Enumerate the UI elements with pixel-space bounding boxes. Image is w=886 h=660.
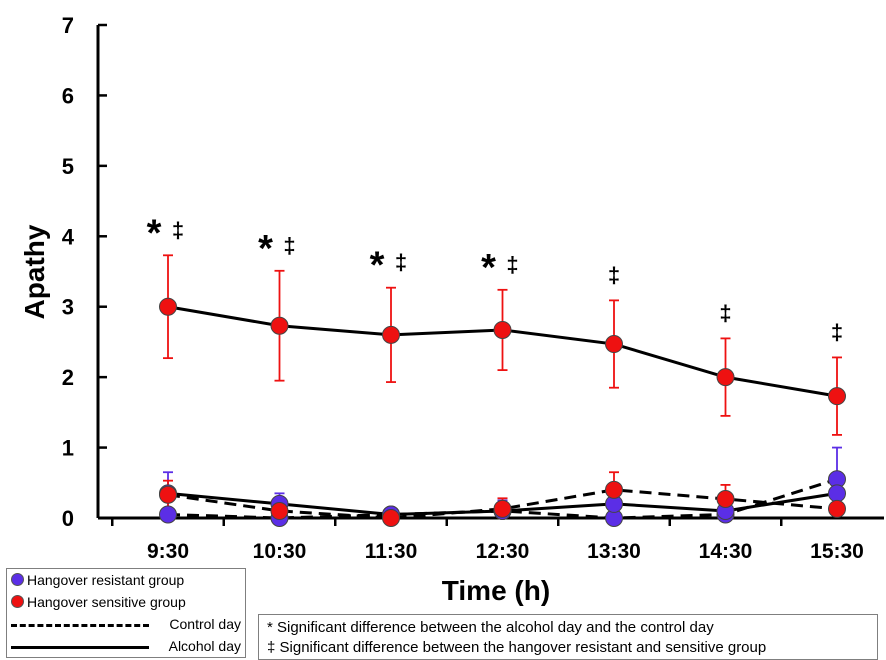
significance-star: * xyxy=(258,228,273,270)
error-bars xyxy=(163,254,842,518)
significance-notes: * Significant difference between the alc… xyxy=(258,614,878,660)
note-star: * Significant difference between the alc… xyxy=(267,619,714,636)
y-tick-label: 4 xyxy=(62,224,75,249)
sensitive-point xyxy=(605,480,623,499)
legend-label: Hangover resistant group xyxy=(27,572,185,588)
y-tick-label: 1 xyxy=(62,436,74,461)
sensitive-point xyxy=(382,325,400,344)
legend-item-alcohol: Alcohol day xyxy=(7,636,247,657)
x-axis-title: Time (h) xyxy=(442,575,550,606)
x-axis-ticks: 9:30 10:30 11:30 12:30 13:30 14:30 15:30 xyxy=(111,518,864,563)
legend-item-sensitive: Hangover sensitive group xyxy=(7,592,247,613)
sensitive-point xyxy=(716,489,735,508)
y-tick-label: 2 xyxy=(62,365,74,390)
y-tick-label: 0 xyxy=(62,506,74,531)
sensitive-point xyxy=(828,387,846,406)
axes xyxy=(96,25,884,520)
x-tick-label: 11:30 xyxy=(365,540,418,563)
x-tick-label: 14:30 xyxy=(699,540,753,563)
sensitive-point xyxy=(605,335,623,354)
legend-label: Hangover sensitive group xyxy=(27,594,186,610)
significance-markers: * ‡ * ‡ * ‡ * ‡ ‡ ‡ ‡ xyxy=(147,212,844,344)
sensitive-point xyxy=(159,485,177,504)
significance-dagger: ‡ xyxy=(172,217,184,242)
significance-star: * xyxy=(370,245,385,287)
x-tick-label: 12:30 xyxy=(476,540,530,563)
y-axis-ticks: 0 1 2 3 4 5 6 7 xyxy=(62,13,107,531)
sensitive-point xyxy=(493,499,512,518)
significance-star: * xyxy=(147,212,162,254)
resistant-point xyxy=(159,505,177,524)
significance-dagger: ‡ xyxy=(608,262,620,287)
legend: Hangover resistant group Hangover sensit… xyxy=(6,568,246,658)
sensitive-point xyxy=(493,320,512,339)
x-tick-label: 10:30 xyxy=(253,540,307,563)
resistant-point xyxy=(828,484,846,503)
significance-dagger: ‡ xyxy=(283,233,295,258)
sensitive-point xyxy=(270,501,289,520)
data-points xyxy=(159,297,846,527)
note-dagger: ‡ Significant difference between the han… xyxy=(267,639,767,656)
sensitive-point xyxy=(828,499,846,518)
resistant-marker-icon xyxy=(11,573,24,586)
legend-label: Control day xyxy=(169,616,241,632)
legend-label: Alcohol day xyxy=(168,638,241,654)
x-tick-label: 13:30 xyxy=(587,540,641,563)
legend-item-resistant: Hangover resistant group xyxy=(7,570,247,591)
y-tick-label: 7 xyxy=(62,13,74,38)
dashed-line-icon xyxy=(11,624,149,627)
significance-dagger: ‡ xyxy=(831,319,843,344)
x-tick-label: 9:30 xyxy=(147,540,189,563)
significance-dagger: ‡ xyxy=(506,252,518,277)
solid-line-icon xyxy=(11,646,149,649)
x-tick-label: 15:30 xyxy=(810,540,864,563)
significance-dagger: ‡ xyxy=(719,300,731,325)
y-tick-label: 3 xyxy=(62,295,74,320)
sensitive-point xyxy=(270,316,289,335)
sensitive-marker-icon xyxy=(11,595,24,608)
significance-star: * xyxy=(481,247,496,289)
y-tick-label: 6 xyxy=(62,83,74,108)
sensitive-point xyxy=(159,297,177,316)
significance-dagger: ‡ xyxy=(395,250,407,275)
y-tick-label: 5 xyxy=(62,154,74,179)
sensitive-point xyxy=(382,509,400,527)
sensitive-point xyxy=(716,368,735,387)
y-axis-title: Apathy xyxy=(19,224,50,319)
legend-item-control: Control day xyxy=(7,614,247,635)
